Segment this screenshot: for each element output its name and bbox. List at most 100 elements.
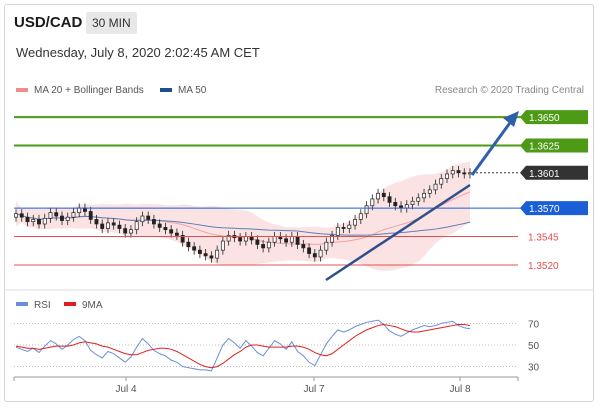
candle-body [255, 239, 260, 245]
candle-body [404, 204, 409, 209]
candle-body [54, 212, 59, 217]
candle-body [151, 219, 156, 225]
ma20-swatch [16, 88, 28, 93]
candle-body [364, 205, 369, 215]
candle-body [341, 227, 346, 229]
candle-body [163, 227, 168, 231]
candle-body [123, 228, 128, 234]
level-tag [520, 138, 588, 153]
legend-ma50-label: MA 50 [178, 85, 207, 96]
candle-body [381, 192, 386, 198]
interval-button[interactable]: 30 MIN [86, 12, 137, 34]
rsi-tick-label: 70 [528, 319, 540, 330]
candle-body [370, 198, 375, 207]
candle-body [312, 253, 317, 258]
x-tick-label: Jul 8 [449, 384, 471, 395]
candle-body [203, 253, 208, 257]
candle-body [31, 219, 36, 223]
symbol-title: USD/CAD [14, 14, 83, 31]
candle-body [238, 237, 243, 242]
ma9-legend-label: 9MA [82, 300, 103, 311]
candle-body [220, 240, 225, 251]
candle-body [376, 192, 380, 200]
candle-body [65, 216, 70, 221]
candle-body [83, 207, 87, 212]
candle-body [272, 236, 277, 243]
candle-body [226, 235, 231, 242]
rsi-tick-label: 50 [528, 341, 540, 352]
candle-body [14, 213, 18, 218]
candle-body [450, 170, 455, 175]
chart-frame [4, 4, 594, 402]
candle-body [243, 236, 248, 242]
legend-ma20-label: MA 20 + Bollinger Bands [34, 85, 144, 96]
candle-body [387, 196, 392, 203]
x-tick-label: Jul 7 [303, 384, 325, 395]
candle-body [330, 235, 335, 243]
candle-body [266, 241, 271, 249]
legend-ma50: MA 50 [160, 85, 206, 96]
trend-line [325, 183, 471, 282]
candle-body [77, 207, 82, 213]
candle-body [416, 197, 421, 202]
x-tick-label: Jul 4 [115, 384, 137, 395]
ma9-legend-swatch [64, 302, 76, 306]
candle-body [174, 232, 179, 236]
ma9-line [15, 323, 471, 369]
candle-body [307, 247, 312, 254]
candle-body [393, 202, 398, 207]
bollinger-band [16, 161, 470, 271]
level-label: 1.3650 [529, 113, 560, 124]
candle-body [140, 215, 145, 223]
chart-datetime: Wednesday, July 8, 2020 2:02:45 AM CET [16, 45, 260, 60]
candle-body [358, 213, 363, 220]
candle-body [192, 246, 197, 251]
candle-body [129, 229, 133, 234]
candle-body [249, 236, 254, 241]
candle-body [180, 235, 185, 243]
candle-body [347, 224, 352, 229]
candle-body [37, 219, 41, 225]
candle-body [410, 200, 415, 206]
level-label: 1.3520 [528, 261, 559, 272]
candle-body [462, 172, 467, 175]
candle-body [422, 192, 426, 199]
candle-body [71, 212, 76, 218]
candle-body [94, 219, 99, 225]
candle-body [261, 244, 266, 249]
candle-body [433, 183, 438, 191]
projection-arrowhead [503, 111, 519, 127]
rsi-tick-label: 30 [528, 363, 540, 374]
candle-body [197, 249, 202, 254]
research-credit: Research © 2020 Trading Central [434, 85, 584, 96]
candle-body [146, 215, 151, 220]
ma50-swatch [160, 88, 172, 93]
candle-body [209, 255, 214, 259]
candle-body [456, 170, 461, 174]
level-label: 1.3601 [529, 169, 560, 180]
rsi-legend-label: RSI [34, 300, 51, 311]
candle-body [60, 215, 64, 221]
candle-body [48, 212, 53, 219]
level-label: 1.3625 [529, 142, 560, 153]
level-tag [520, 110, 588, 125]
candle-body [439, 178, 444, 185]
candle-body [324, 241, 329, 251]
candle-body [289, 236, 294, 243]
candle-body [111, 222, 116, 226]
candle-body [42, 217, 47, 225]
candle-body [301, 244, 306, 249]
candle-body [134, 221, 139, 231]
candle-body [353, 219, 357, 226]
rsi-legend-swatch [16, 302, 28, 306]
candle-body [284, 238, 289, 243]
candle-body [427, 189, 432, 194]
level-label: 1.3545 [528, 233, 559, 244]
candle-body [106, 222, 110, 229]
candle-body [186, 241, 191, 248]
candle-body [19, 213, 24, 218]
level-label: 1.3570 [529, 204, 560, 215]
candle-body [117, 224, 122, 229]
rsi-line [15, 319, 471, 372]
candle-body [318, 249, 323, 258]
